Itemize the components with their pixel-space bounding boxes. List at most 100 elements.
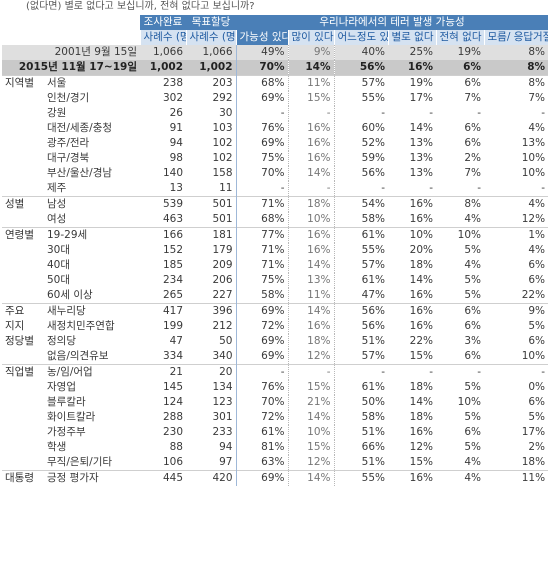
cell-very-likely: 12% [287,455,334,471]
cell-somewhat-likely: 56% [333,60,388,76]
cell-somewhat-likely: 51% [333,425,388,440]
header-blank [2,15,140,30]
cell-somewhat-likely: 56% [333,166,388,181]
cell-possible-total: 69% [235,334,288,349]
cell-somewhat-likely: 55% [333,243,388,258]
table-row: 2015년 11월 17~19일 1,002 1,002 70% 14% 56% 16% 6%… [2,60,549,76]
cell-sample-target: 206 [212,274,233,286]
row-label: 60세 이상 [47,289,93,301]
cell-sample-done: 445 [140,470,186,486]
table-row: 2001년 9월 15일 1,066 1,066 49% 9% 40% 25% 19% 8% [2,45,549,60]
cell-somewhat-likely: 66% [333,440,388,455]
cell-dont-know: 10% [521,167,546,179]
cell-sample-done: 230 [162,426,183,438]
table-row: 자영업 145 134 76% 15% 61% 18% 5% 0% [2,380,548,395]
cell-not-likely: 16% [388,303,436,319]
cell-possible-total: 71% [235,243,288,258]
cell-not-at-all: 6% [464,426,481,438]
cell-sample-target: 1,002 [186,60,236,76]
cell-dont-know: 4% [484,196,549,212]
cell-somewhat-likely: 47% [333,288,388,304]
cell-possible-total: 72% [235,319,288,334]
group-label [2,212,44,228]
cell-somewhat-likely: 51% [333,455,388,471]
cell-not-at-all: 5% [464,244,481,256]
cell-not-likely: - [429,107,433,119]
cell-somewhat-likely: - [333,106,388,121]
cell-possible-total: 63% [235,455,288,471]
cell-somewhat-likely: 55% [333,470,388,486]
cell-not-at-all: 5% [464,411,481,423]
cell-very-likely: 16% [287,151,334,166]
header-not-likely: 별로 없다 [387,30,436,45]
row-label: 남성 [44,196,140,212]
cell-dont-know: 6% [528,259,546,271]
row-label: 정의당 [47,335,76,347]
cell-not-at-all: 10% [436,227,484,243]
cell-sample-done: 463 [162,213,183,225]
group-label [2,440,44,455]
cell-not-likely: 13% [409,152,433,164]
cell-not-likely: 18% [409,381,433,393]
cell-very-likely: 16% [287,243,334,258]
group-label: 주요 [2,303,44,319]
survey-table: 조사완료 목표할당 우리나라에서의 테러 발생 가능성 사례수 (명) 사례수 … [2,15,549,486]
cell-very-likely: - [287,364,334,380]
row-label: 농/임/어업 [44,364,140,380]
group-label [2,258,44,273]
cell-sample-target: 420 [186,470,236,486]
group-label [2,136,44,151]
group-label: 정당별 [5,335,34,347]
cell-very-likely: 18% [287,334,334,349]
group-label: 대통령 [2,470,44,486]
cell-possible-total: 75% [235,151,288,166]
row-label: 긍정 평가자 [44,470,140,486]
header-sample-done: 사례수 (명) [139,30,186,45]
cell-sample-target: 301 [212,411,233,423]
cell-sample-target: 134 [212,381,233,393]
cell-somewhat-likely: 59% [333,151,388,166]
cell-dont-know: 4% [528,122,546,134]
row-label: 화이트칼라 [47,411,96,423]
cell-not-at-all: 5% [464,274,481,286]
cell-very-likely: 15% [287,91,334,106]
cell-sample-done: 140 [162,167,183,179]
row-label: 인천/경기 [47,92,90,104]
group-label [2,243,44,258]
cell-somewhat-likely: 56% [333,303,388,319]
header-row-top: 조사완료 목표할당 우리나라에서의 테러 발생 가능성 [2,15,549,30]
cell-dont-know: 10% [521,152,546,164]
cell-possible-total: 70% [235,395,288,410]
cell-not-at-all: 7% [464,167,481,179]
table-row: 무직/은퇴/기타 106 97 63% 12% 51% 15% 4% 18% [2,455,548,471]
cell-not-at-all: 6% [464,122,481,134]
cell-not-likely: 10% [388,227,436,243]
table-row: 대전/세종/충청 91 103 76% 16% 60% 14% 6% 4% [2,121,548,136]
row-label: 제주 [47,182,67,194]
header-very-likely: 많이 있다 [287,30,334,45]
cell-sample-target: 501 [212,213,233,225]
cell-sample-done: 88 [169,441,183,453]
cell-sample-target: 292 [212,92,233,104]
cell-sample-done: 539 [140,196,186,212]
cell-not-likely: 12% [409,441,433,453]
row-label: 새누리당 [44,303,140,319]
cell-not-at-all: 6% [464,320,481,332]
cell-sample-done: 124 [162,396,183,408]
table-row: 화이트칼라 288 301 72% 14% 58% 18% 5% 5% [2,410,548,425]
table-row: 40대 185 209 71% 14% 57% 18% 4% 6% [2,258,548,273]
cell-possible-total: - [235,181,288,197]
cell-dont-know: 2% [528,441,546,453]
cell-not-likely: 16% [409,320,433,332]
cell-possible-total: 81% [235,440,288,455]
cell-dont-know: 8% [484,60,549,76]
cell-very-likely: 16% [287,136,334,151]
cell-sample-done: 288 [162,411,183,423]
table-body: 2001년 9월 15일 1,066 1,066 49% 9% 40% 25% 19% 8% 20… [2,45,549,486]
cell-not-at-all: 6% [436,303,484,319]
row-label: 40대 [47,259,71,271]
cell-somewhat-likely: 57% [333,349,388,365]
row-label: 대전/세종/충청 [47,122,113,134]
cell-somewhat-likely: 58% [333,410,388,425]
cell-possible-total: - [235,106,288,121]
